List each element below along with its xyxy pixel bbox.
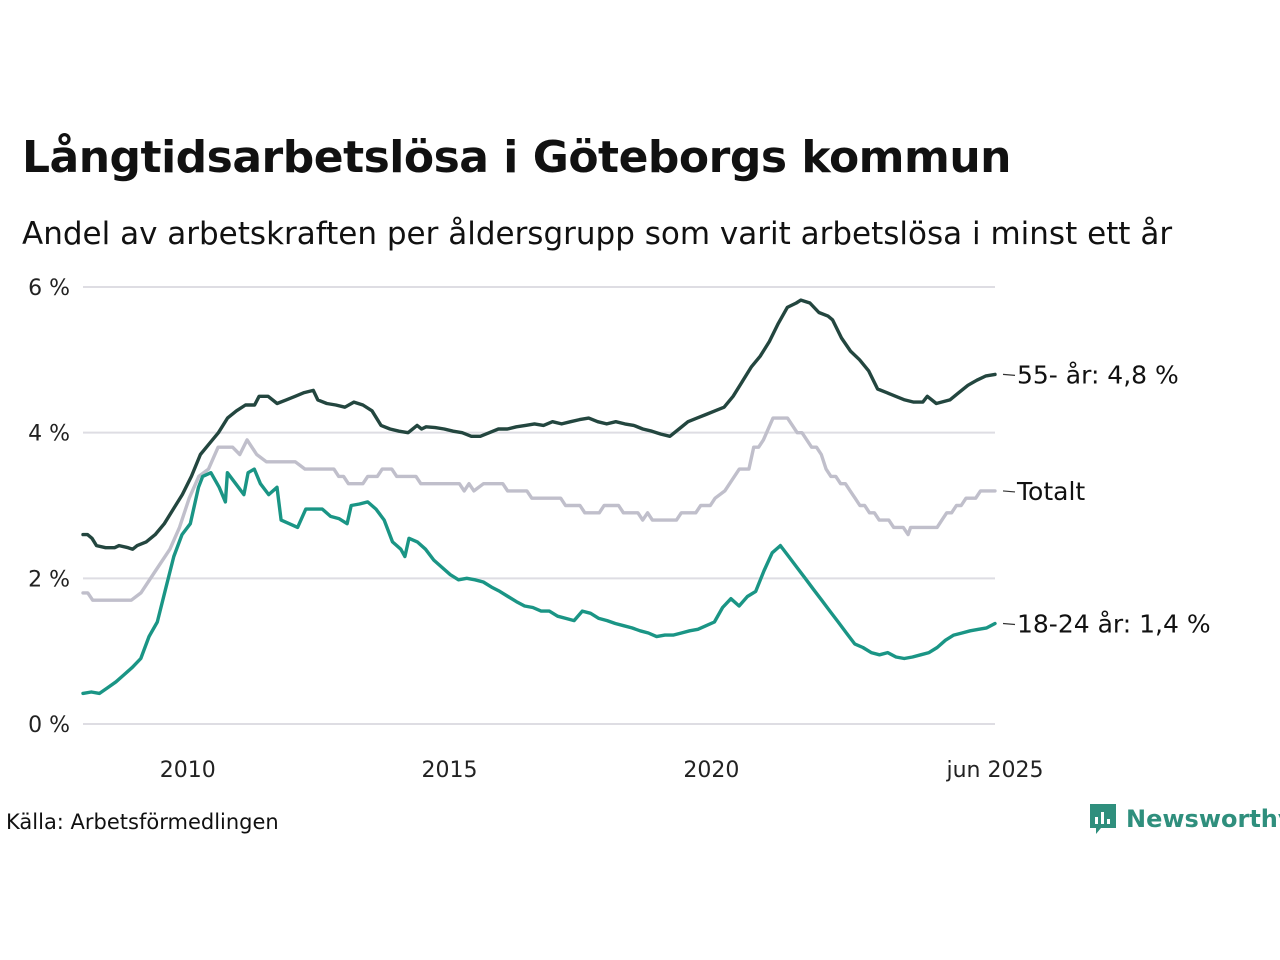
series-end-label-totalt: Totalt bbox=[1016, 477, 1085, 506]
gridlines bbox=[83, 286, 995, 725]
series-line-age55 bbox=[81, 298, 997, 551]
source-note: Källa: Arbetsförmedlingen bbox=[6, 810, 279, 834]
series-end-label-age1824: 18-24 år: 1,4 % bbox=[1017, 609, 1211, 638]
newsworthy-logo-icon bbox=[1090, 804, 1116, 834]
y-tick-label: 0 % bbox=[28, 713, 70, 738]
series-line-age1824 bbox=[81, 467, 997, 696]
y-tick-label: 6 % bbox=[28, 276, 70, 301]
chart-subtitle: Andel av arbetskraften per åldersgrupp s… bbox=[22, 216, 1173, 252]
x-tick-label: jun 2025 bbox=[946, 758, 1044, 783]
series-lines bbox=[81, 298, 997, 696]
end-label-connector bbox=[1002, 373, 1016, 376]
series-line-totalt bbox=[81, 416, 997, 602]
chart-title: Långtidsarbetslösa i Göteborgs kommun bbox=[22, 132, 1012, 183]
y-tick-label: 2 % bbox=[28, 567, 70, 592]
brand-name: Newsworthy bbox=[1126, 805, 1280, 833]
y-tick-label: 4 % bbox=[28, 422, 70, 447]
x-tick-label: 2010 bbox=[160, 758, 216, 783]
x-tick-label: 2020 bbox=[683, 758, 739, 783]
y-axis: 0 % 2 % 4 % 6 % bbox=[28, 276, 70, 738]
series-end-label-age55: 55- år: 4,8 % bbox=[1017, 360, 1179, 389]
end-label-connector bbox=[1002, 490, 1016, 493]
brand: Newsworthy bbox=[1088, 802, 1280, 836]
x-axis: 2010 2015 2020 jun 2025 bbox=[160, 758, 1044, 783]
series-end-labels: Totalt 55- år: 4,8 % 18-24 år: 1,4 % bbox=[1002, 360, 1211, 638]
end-label-connector bbox=[1002, 622, 1016, 626]
x-tick-label: 2015 bbox=[422, 758, 478, 783]
